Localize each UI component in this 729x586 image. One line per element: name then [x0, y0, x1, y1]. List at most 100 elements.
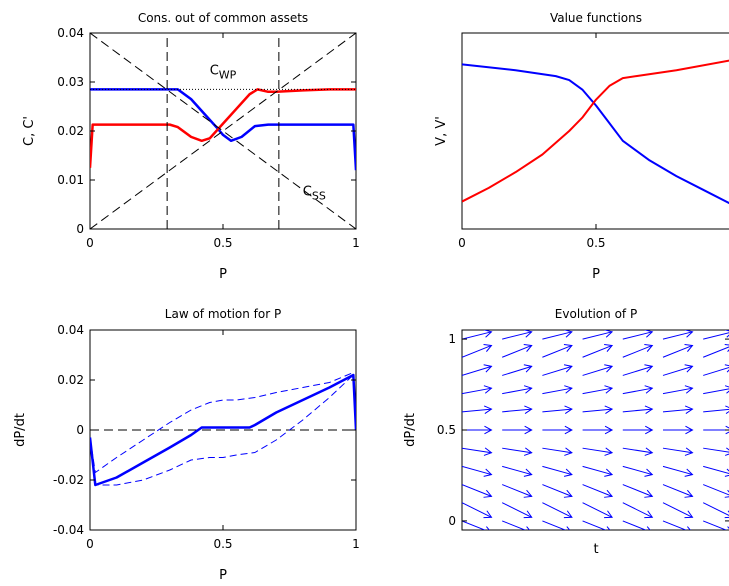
quiver-arrow [502, 364, 533, 376]
panel-title: Value functions [550, 11, 642, 25]
curve-annotation: CSS [303, 185, 326, 203]
quiver-arrow [462, 330, 493, 340]
quiver-arrow [582, 405, 614, 414]
y-tick-label: 0.04 [57, 323, 84, 337]
quiver-arrow [582, 520, 611, 530]
y-tick-label: 0 [76, 423, 84, 437]
quiver-arrow [462, 447, 493, 456]
x-axis-label: t [593, 542, 598, 557]
y-axis-label: V, V' [434, 116, 449, 146]
quiver-arrow [622, 344, 654, 358]
panel-title: Law of motion for P [165, 307, 281, 321]
series-group [462, 59, 729, 205]
quiver-arrow [662, 447, 694, 456]
panel-law-of-motion: Law of motion for P 0 0.5 1 -0.04 -0.02 0 0.02… [13, 307, 360, 583]
y-tick-label: -0.02 [53, 473, 84, 487]
quiver-arrow [542, 465, 573, 477]
series-line [90, 374, 356, 486]
y-tick-label: -0.04 [53, 523, 84, 537]
quiver-arrow [502, 405, 533, 414]
quiver-arrow [582, 447, 614, 456]
quiver-arrow [501, 502, 533, 519]
series-line [90, 88, 356, 171]
annotation-group: CWP CSS [210, 64, 326, 203]
quiver-arrow [582, 502, 614, 519]
x-tick-label: 0 [86, 537, 94, 551]
quiver-arrow [462, 484, 493, 498]
x-tick-label: 0.5 [213, 236, 232, 250]
x-axis-label: P [219, 568, 227, 583]
quiver-arrow [662, 405, 694, 414]
series-line [462, 59, 729, 203]
quiver-arrow [462, 520, 490, 530]
quiver-arrow [502, 520, 531, 530]
panel-consumption: Cons. out of common assets 0 0.5 1 0 0.01 0.0… [22, 11, 360, 282]
quiver-arrow [542, 502, 573, 519]
quiver-arrow [582, 425, 614, 435]
quiver-arrow [662, 330, 694, 340]
y-tick-label: 0 [448, 514, 456, 528]
quiver-arrow [622, 502, 654, 519]
panel-title: Evolution of P [555, 307, 637, 321]
quiver-arrow [542, 447, 573, 456]
quiver-arrow [622, 484, 654, 498]
y-tick-label: 0.5 [437, 423, 456, 437]
quiver-arrow [502, 465, 533, 477]
tick-group: 00.51 [437, 332, 729, 528]
quiver-arrow [702, 502, 729, 519]
quiver-arrow [662, 484, 694, 498]
quiver-arrow [622, 520, 651, 530]
quiver-arrow [622, 465, 654, 477]
x-tick-label: 0.5 [586, 236, 605, 250]
quiver-arrow [462, 364, 493, 376]
quiver-arrow [582, 385, 614, 395]
quiver-arrow [582, 484, 614, 498]
quiver-arrow [502, 484, 533, 498]
quiver-arrow [703, 447, 729, 456]
x-tick-label: 1 [352, 236, 360, 250]
panel-title: Cons. out of common assets [138, 11, 308, 25]
quiver-arrow [663, 425, 694, 435]
quiver-arrow [542, 405, 573, 414]
quiver-arrow [542, 344, 573, 358]
tick-group: 0 0.5 1 -0.04 -0.02 0 0.02 0.04 [53, 323, 360, 551]
quiver-arrow [542, 425, 573, 435]
series-line [90, 372, 356, 473]
quiver-arrow [502, 385, 533, 395]
quiver-arrow [662, 344, 694, 358]
quiver-arrow [542, 484, 573, 498]
quiver-arrow [582, 330, 614, 340]
x-axis-label: P [592, 267, 600, 282]
quiver-arrow [542, 330, 573, 340]
y-axis-label: dP/dt [13, 413, 28, 447]
y-tick-label: 0.02 [57, 373, 84, 387]
series-group [90, 33, 356, 229]
quiver-arrow [662, 520, 691, 530]
quiver-arrow [582, 465, 614, 477]
plot-frame [89, 32, 357, 230]
x-tick-label: 0 [86, 236, 94, 250]
panel-evolution: Evolution of P 00.51 t dP/dt [403, 307, 729, 557]
quiver-arrow [582, 364, 614, 376]
quiver-arrow [662, 385, 694, 395]
quiver-arrow [622, 385, 654, 395]
tick-group: 0 0.5 1 0 0.01 0.02 0.03 0.04 [57, 26, 360, 250]
quiver-arrow [662, 364, 694, 376]
series-line [462, 63, 729, 205]
quiver-arrow [703, 344, 729, 358]
series-group [90, 372, 356, 487]
x-tick-label: 0 [458, 236, 466, 250]
quiver-arrow [622, 425, 654, 435]
quiver-arrow [542, 364, 573, 376]
x-tick-label: 0.5 [213, 537, 232, 551]
quiver-arrow [502, 425, 533, 435]
y-axis-label: C, C' [22, 116, 37, 146]
y-tick-label: 1 [448, 332, 456, 346]
series-line [90, 373, 356, 487]
plot-frame [461, 32, 729, 230]
quiver-arrow [703, 405, 729, 414]
quiver-arrow [622, 405, 654, 414]
y-tick-label: 0.02 [57, 124, 84, 138]
x-axis-label: P [219, 267, 227, 282]
